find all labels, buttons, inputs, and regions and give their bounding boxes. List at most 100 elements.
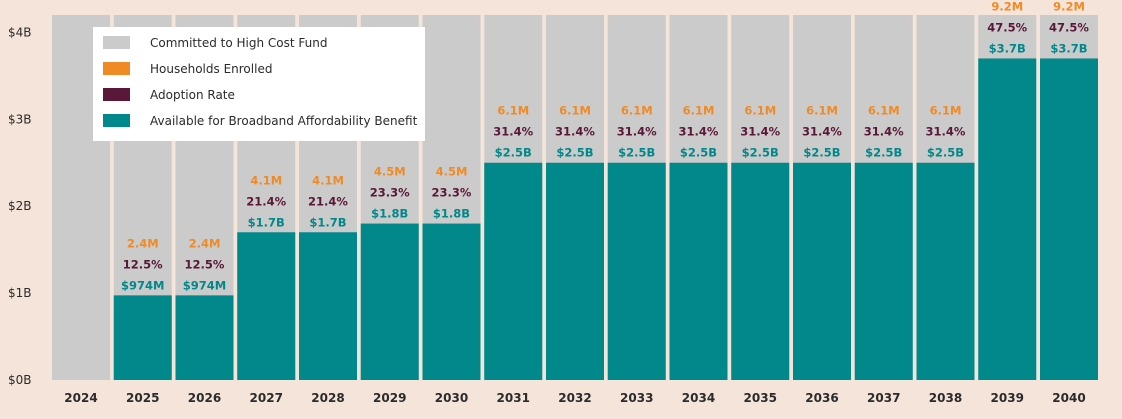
data-label-households: 4.1M bbox=[312, 173, 344, 187]
data-label-households: 6.1M bbox=[559, 104, 591, 118]
data-label-adoption-rate: 31.4% bbox=[864, 125, 904, 139]
data-label-adoption-rate: 12.5% bbox=[185, 257, 225, 271]
y-tick-label: $4B bbox=[8, 25, 32, 39]
data-label-adoption-rate: 31.4% bbox=[555, 125, 595, 139]
bar-available bbox=[731, 162, 790, 380]
legend-label: Available for Broadband Affordability Be… bbox=[150, 114, 418, 128]
data-label-available: $3.7B bbox=[989, 41, 1026, 55]
data-label-households: 6.1M bbox=[621, 104, 653, 118]
data-label-adoption-rate: 31.4% bbox=[493, 125, 533, 139]
x-axis: 2024 2025 2026 2027 2028 2029 2030 2031 2032 2033… bbox=[64, 391, 1085, 405]
x-tick-label: 2028 bbox=[311, 391, 344, 405]
data-label-adoption-rate: 12.5% bbox=[123, 257, 163, 271]
data-label-households: 9.2M bbox=[1053, 0, 1085, 13]
legend-swatch bbox=[103, 62, 130, 75]
bar-available bbox=[854, 162, 913, 380]
data-label-available: $2.5B bbox=[556, 146, 593, 160]
x-tick-label: 2040 bbox=[1052, 391, 1085, 405]
legend-swatch bbox=[103, 114, 130, 127]
x-tick-label: 2025 bbox=[126, 391, 159, 405]
data-label-available: $1.8B bbox=[371, 207, 408, 221]
bar-available bbox=[669, 162, 728, 380]
bar-available bbox=[916, 162, 975, 380]
bar-available bbox=[546, 162, 604, 380]
y-tick-label: $3B bbox=[8, 112, 32, 126]
bar-available bbox=[607, 162, 666, 380]
x-tick-label: 2038 bbox=[929, 391, 962, 405]
data-label-households: 6.1M bbox=[683, 104, 715, 118]
x-tick-label: 2029 bbox=[373, 391, 406, 405]
data-label-adoption-rate: 31.4% bbox=[679, 125, 719, 139]
x-tick-label: 2039 bbox=[991, 391, 1024, 405]
x-tick-label: 2036 bbox=[805, 391, 838, 405]
x-tick-label: 2026 bbox=[188, 391, 221, 405]
data-label-households: 6.1M bbox=[868, 104, 900, 118]
y-tick-label: $0B bbox=[8, 373, 32, 387]
data-label-adoption-rate: 31.4% bbox=[926, 125, 966, 139]
data-label-available: $1.8B bbox=[433, 207, 470, 221]
data-label-adoption-rate: 31.4% bbox=[617, 125, 657, 139]
data-label-adoption-rate: 23.3% bbox=[432, 186, 472, 200]
data-label-available: $2.5B bbox=[495, 146, 532, 160]
legend-box bbox=[93, 27, 425, 141]
legend-label: Households Enrolled bbox=[150, 62, 272, 76]
data-label-available: $2.5B bbox=[680, 146, 717, 160]
x-tick-label: 2032 bbox=[558, 391, 591, 405]
data-label-households: 9.2M bbox=[991, 0, 1023, 13]
x-tick-label: 2037 bbox=[867, 391, 900, 405]
data-label-available: $974M bbox=[121, 278, 164, 292]
data-label-adoption-rate: 47.5% bbox=[987, 20, 1027, 34]
y-axis: $0B $1B $2B $3B $4B bbox=[8, 25, 32, 387]
legend-swatch bbox=[103, 36, 130, 49]
data-label-adoption-rate: 31.4% bbox=[802, 125, 842, 139]
data-label-households: 4.1M bbox=[250, 173, 282, 187]
x-tick-label: 2024 bbox=[64, 391, 97, 405]
bar-available bbox=[237, 232, 296, 380]
data-label-households: 2.4M bbox=[127, 236, 159, 250]
data-label-households: 6.1M bbox=[744, 104, 776, 118]
data-label-available: $1.7B bbox=[309, 215, 346, 229]
data-label-households: 4.5M bbox=[374, 165, 406, 179]
bar-available bbox=[360, 223, 419, 380]
bar-available bbox=[484, 162, 543, 380]
data-labels: $974M 12.5% 2.4M $974M 12.5% 2.4M $1.7B 21.4% 4.… bbox=[121, 0, 1089, 292]
y-tick-label: $2B bbox=[8, 199, 32, 213]
data-label-adoption-rate: 31.4% bbox=[740, 125, 780, 139]
data-label-available: $2.5B bbox=[618, 146, 655, 160]
data-label-available: $2.5B bbox=[865, 146, 902, 160]
legend-label: Adoption Rate bbox=[150, 88, 235, 102]
bar-available bbox=[1040, 58, 1098, 380]
bar-available bbox=[175, 295, 234, 380]
legend-swatch bbox=[103, 88, 130, 101]
x-tick-label: 2035 bbox=[744, 391, 777, 405]
data-label-available: $2.5B bbox=[742, 146, 779, 160]
x-tick-label: 2034 bbox=[682, 391, 715, 405]
data-label-adoption-rate: 21.4% bbox=[308, 194, 348, 208]
data-label-adoption-rate: 47.5% bbox=[1049, 20, 1089, 34]
data-label-households: 2.4M bbox=[189, 236, 221, 250]
x-tick-label: 2031 bbox=[497, 391, 530, 405]
bar-available bbox=[113, 295, 172, 380]
legend-label: Committed to High Cost Fund bbox=[150, 36, 327, 50]
data-label-adoption-rate: 21.4% bbox=[246, 194, 286, 208]
data-label-households: 4.5M bbox=[436, 165, 468, 179]
bar-available bbox=[978, 58, 1037, 380]
x-tick-label: 2027 bbox=[250, 391, 283, 405]
data-label-households: 6.1M bbox=[806, 104, 838, 118]
data-label-available: $2.5B bbox=[803, 146, 840, 160]
bar-available bbox=[422, 223, 481, 380]
bar-available bbox=[299, 232, 357, 380]
y-tick-label: $1B bbox=[8, 286, 32, 300]
data-label-available: $974M bbox=[183, 278, 226, 292]
data-label-households: 6.1M bbox=[497, 104, 529, 118]
data-label-households: 6.1M bbox=[930, 104, 962, 118]
x-tick-label: 2030 bbox=[435, 391, 468, 405]
data-label-available: $2.5B bbox=[927, 146, 964, 160]
data-label-available: $3.7B bbox=[1050, 41, 1087, 55]
legend: Committed to High Cost Fund Households En… bbox=[93, 27, 425, 141]
x-tick-label: 2033 bbox=[620, 391, 653, 405]
bar-available bbox=[793, 162, 851, 380]
data-label-adoption-rate: 23.3% bbox=[370, 186, 410, 200]
data-label-available: $1.7B bbox=[248, 215, 285, 229]
